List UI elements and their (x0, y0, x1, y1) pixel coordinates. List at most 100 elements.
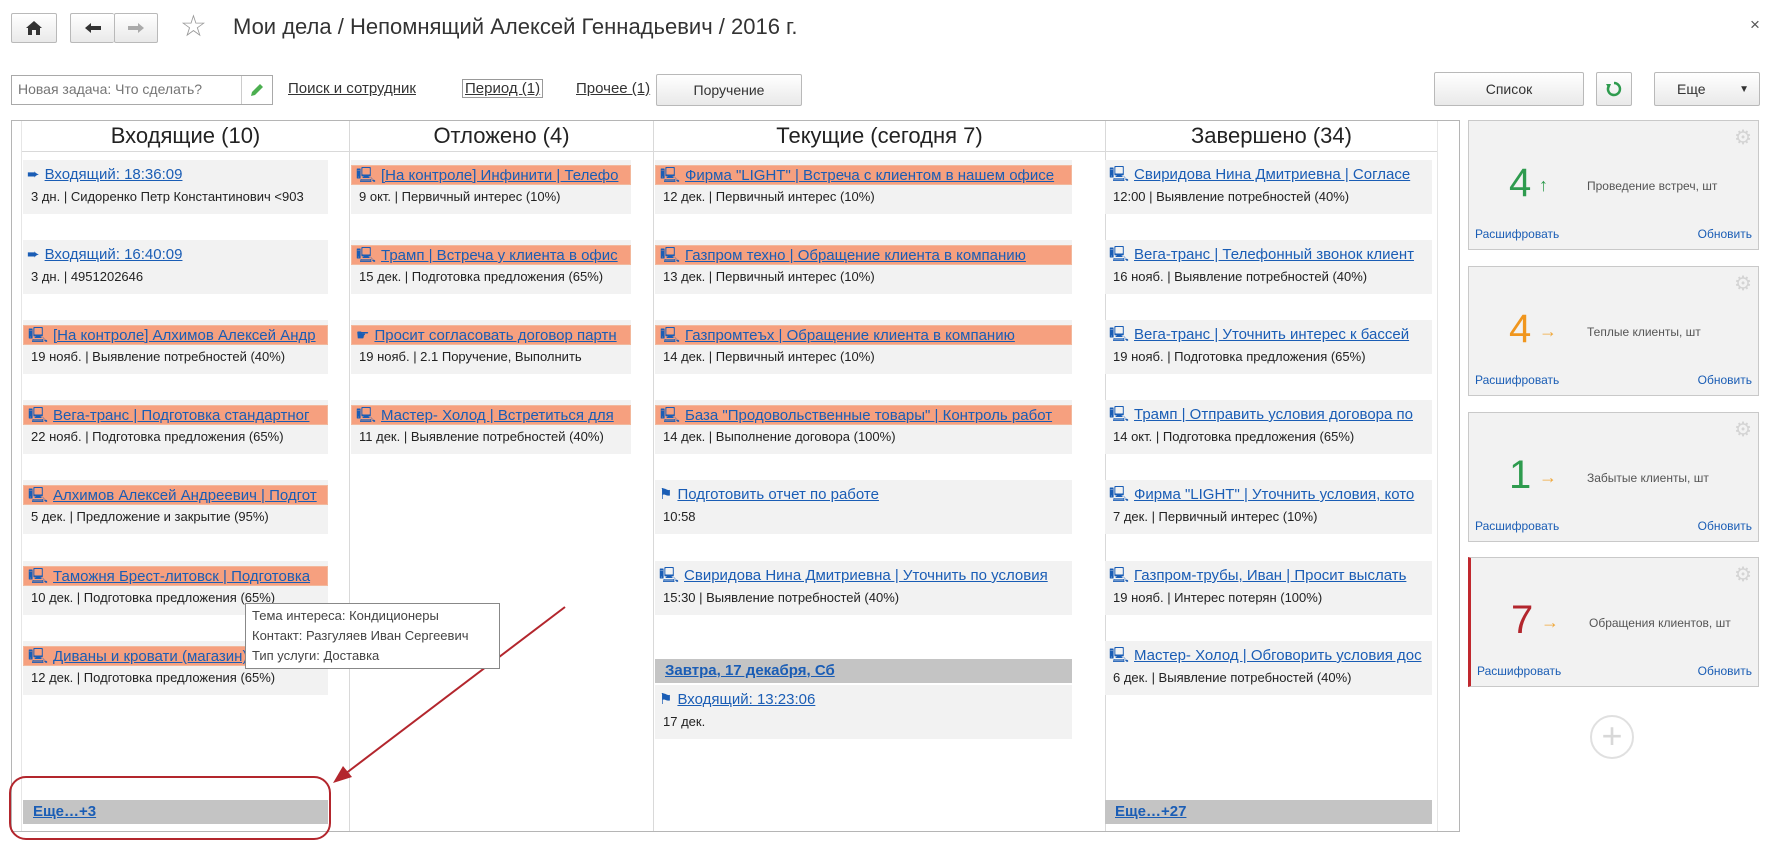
task-card-title-text: Мастер- Холод | Обговорить условия дос (1134, 647, 1422, 664)
refresh-button[interactable] (1596, 72, 1632, 106)
assign-button[interactable]: Поручение (656, 74, 802, 106)
kpi-label: Теплые клиенты, шт (1587, 325, 1701, 339)
task-card-title[interactable]: 🖳 База "Продовольственные товары" | Контр… (655, 405, 1072, 425)
trend-arrow-icon: ↑ (1539, 175, 1548, 195)
gear-icon[interactable]: ⚙ (1734, 127, 1752, 149)
task-card-title[interactable]: 🖳 Таможня Брест-литовск | Подготовка (23, 566, 328, 586)
list-button[interactable]: Список (1434, 72, 1584, 106)
kpi-refresh-link[interactable]: Обновить (1697, 664, 1752, 678)
task-card[interactable]: ⚑ Подготовить отчет по работе 10:58 (655, 480, 1072, 534)
task-card-title[interactable]: ⚑ Входящий: 13:23:06 (659, 690, 1068, 710)
task-card-title[interactable]: 🖳 Вега-транс | Телефонный звонок клиент (1109, 245, 1428, 265)
task-card[interactable]: 🖳 Фирма "LIGHT" | Уточнить условия, кото 7… (1105, 480, 1432, 534)
task-card[interactable]: 🖳 Газпром-трубы, Иван | Просит выслать 19 … (1105, 561, 1432, 615)
task-card[interactable]: 🖳 [На контроле] Инфинити | Телефо 9 окт. |… (351, 160, 631, 214)
task-card[interactable]: 🖳 База "Продовольственные товары" | Контр… (655, 400, 1072, 454)
task-card-title[interactable]: 🖳 Вега-транс | Подготовка стандартног (23, 405, 328, 425)
monitor-icon: 🖳 (1109, 326, 1130, 343)
done-more-link[interactable]: Еще…+27 (1105, 800, 1432, 824)
forward-button[interactable] (114, 13, 158, 43)
more-menu-button[interactable]: Еще ▼ (1654, 72, 1760, 106)
close-icon[interactable]: × (1750, 15, 1760, 34)
monitor-icon: 🖳 (1109, 246, 1130, 263)
kpi-panel: ⚙ 4 ↑ Проведение встреч, шт Расшифровать Обно… (1468, 120, 1759, 250)
back-button[interactable] (70, 13, 114, 43)
task-card[interactable]: 🖳 Вега-транс | Подготовка стандартног 22 н… (23, 400, 328, 454)
gear-icon[interactable]: ⚙ (1734, 273, 1752, 295)
task-card-title-text: Входящий: 18:36:09 (44, 166, 183, 183)
pencil-icon[interactable] (241, 76, 272, 104)
kpi-decode-link[interactable]: Расшифровать (1475, 519, 1560, 533)
kpi-decode-link[interactable]: Расшифровать (1475, 227, 1560, 241)
task-card-title[interactable]: 🖳 Мастер- Холод | Обговорить условия дос (1109, 646, 1428, 666)
kpi-refresh-link[interactable]: Обновить (1697, 227, 1752, 241)
task-card-subtitle: 22 нояб. | Подготовка предложения (65%) (31, 429, 284, 444)
more-menu-label: Еще (1677, 81, 1706, 97)
task-card-title-text: Фирма "LIGHT" | Уточнить условия, кото (1134, 486, 1415, 503)
task-card[interactable]: 🖳 Газпромтеъх | Обращение клиента в компа… (655, 320, 1072, 374)
period-link[interactable]: Период (1) (462, 79, 544, 98)
task-card[interactable]: 🖳 Свиридова Нина Дмитриевна | Согласе 12:0… (1105, 160, 1432, 214)
task-card-title[interactable]: 🖳 Газпромтеъх | Обращение клиента в компа… (655, 325, 1072, 345)
task-card[interactable]: 🖳 Трамп | Отправить условия договора по 14… (1105, 400, 1432, 454)
task-card-title[interactable]: ➨ Входящий: 16:40:09 (27, 245, 324, 265)
task-card-title-text: База "Продовольственные товары" | Контро… (685, 407, 1053, 424)
task-card-title[interactable]: ⚑ Подготовить отчет по работе (659, 485, 1068, 505)
task-card[interactable]: ☛ Просит согласовать договор партн 19 нояб… (351, 320, 631, 374)
other-link[interactable]: Прочее (1) (576, 80, 651, 97)
favorite-star-icon[interactable]: ☆ (180, 10, 207, 43)
task-card-title[interactable]: 🖳 Вега-транс | Уточнить интерес к бассей (1109, 325, 1428, 345)
add-widget-button[interactable]: + (1590, 715, 1634, 759)
task-card[interactable]: ➨ Входящий: 16:40:09 3 дн. | 4951202646 (23, 240, 328, 294)
kpi-refresh-link[interactable]: Обновить (1697, 373, 1752, 387)
task-card-title-text: Свиридова Нина Дмитриевна | Согласе (1134, 166, 1411, 183)
task-card[interactable]: 🖳 Вега-транс | Уточнить интерес к бассей 1… (1105, 320, 1432, 374)
refresh-icon (1606, 81, 1622, 97)
home-button[interactable] (11, 13, 57, 43)
new-task-field[interactable] (11, 75, 273, 105)
search-employee-link[interactable]: Поиск и сотрудник (288, 80, 416, 97)
task-card[interactable]: 🖳 Газпром техно | Обращение клиента в ком… (655, 240, 1072, 294)
task-card-title[interactable]: 🖳 Свиридова Нина Дмитриевна | Уточнить по… (659, 566, 1068, 586)
task-card[interactable]: 🖳 Мастер- Холод | Встретиться для 11 дек. … (351, 400, 631, 454)
gear-icon[interactable]: ⚙ (1734, 419, 1752, 441)
task-card[interactable]: 🖳 Фирма "LIGHT" | Встреча с клиентом в на… (655, 160, 1072, 214)
new-task-input[interactable] (12, 76, 246, 102)
task-card-title[interactable]: 🖳 Газпром техно | Обращение клиента в ком… (655, 245, 1072, 265)
task-card[interactable]: 🖳 Вега-транс | Телефонный звонок клиент 16… (1105, 240, 1432, 294)
task-card-title[interactable]: 🖳 Алхимов Алексей Андреевич | Подгот (23, 485, 328, 505)
task-card[interactable]: ➨ Входящий: 18:36:09 3 дн. | Сидоренко Пет… (23, 160, 328, 214)
kpi-decode-link[interactable]: Расшифровать (1475, 373, 1560, 387)
task-card-title[interactable]: 🖳 [На контроле] Алхимов Алексей Андр (23, 325, 328, 345)
task-card-title[interactable]: 🖳 Мастер- Холод | Встретиться для (351, 405, 631, 425)
kpi-decode-link[interactable]: Расшифровать (1477, 664, 1562, 678)
task-card[interactable]: 🖳 Алхимов Алексей Андреевич | Подгот 5 дек… (23, 480, 328, 534)
task-card-title-text: Фирма "LIGHT" | Встреча с клиентом в наш… (685, 167, 1055, 184)
incoming-more-link[interactable]: Еще…+3 (23, 800, 328, 824)
kpi-label: Забытые клиенты, шт (1587, 471, 1709, 485)
task-card-title-text: Подготовить отчет по работе (677, 486, 879, 503)
task-card-subtitle: 5 дек. | Предложение и закрытие (95%) (31, 509, 269, 524)
task-card-title[interactable]: 🖳 Фирма "LIGHT" | Встреча с клиентом в на… (655, 165, 1072, 185)
task-card[interactable]: ⚑ Входящий: 13:23:06 17 дек. (655, 685, 1072, 739)
task-card-title[interactable]: ☛ Просит согласовать договор партн (351, 325, 631, 345)
task-card[interactable]: 🖳 Трамп | Встреча у клиента в офис 15 дек.… (351, 240, 631, 294)
task-card-title-text: Газпромтеъх | Обращение клиента в компан… (685, 327, 1015, 344)
task-card-title[interactable]: ➨ Входящий: 18:36:09 (27, 165, 324, 185)
task-card-title[interactable]: 🖳 Трамп | Встреча у клиента в офис (351, 245, 631, 265)
task-card-subtitle: 10:58 (663, 509, 696, 524)
task-card-subtitle: 12:00 | Выявление потребностей (40%) (1113, 189, 1350, 204)
task-card-title-text: Вега-транс | Подготовка стандартног (53, 407, 310, 424)
task-card-title[interactable]: 🖳 [На контроле] Инфинити | Телефо (351, 165, 631, 185)
task-card[interactable]: 🖳 Свиридова Нина Дмитриевна | Уточнить по… (655, 561, 1072, 615)
kpi-refresh-link[interactable]: Обновить (1697, 519, 1752, 533)
task-card-title[interactable]: 🖳 Трамп | Отправить условия договора по (1109, 405, 1428, 425)
task-card[interactable]: 🖳 Мастер- Холод | Обговорить условия дос 6… (1105, 641, 1432, 695)
task-card-title[interactable]: 🖳 Фирма "LIGHT" | Уточнить условия, кото (1109, 485, 1428, 505)
tomorrow-day-label[interactable]: Завтра, 17 декабря, Сб (655, 659, 1072, 683)
task-card-title[interactable]: 🖳 Газпром-трубы, Иван | Просит выслать (1109, 566, 1428, 586)
task-card[interactable]: 🖳 [На контроле] Алхимов Алексей Андр 19 но… (23, 320, 328, 374)
gear-icon[interactable]: ⚙ (1734, 564, 1752, 586)
kpi-value: 4 (1509, 161, 1532, 205)
task-card-title[interactable]: 🖳 Свиридова Нина Дмитриевна | Согласе (1109, 165, 1428, 185)
